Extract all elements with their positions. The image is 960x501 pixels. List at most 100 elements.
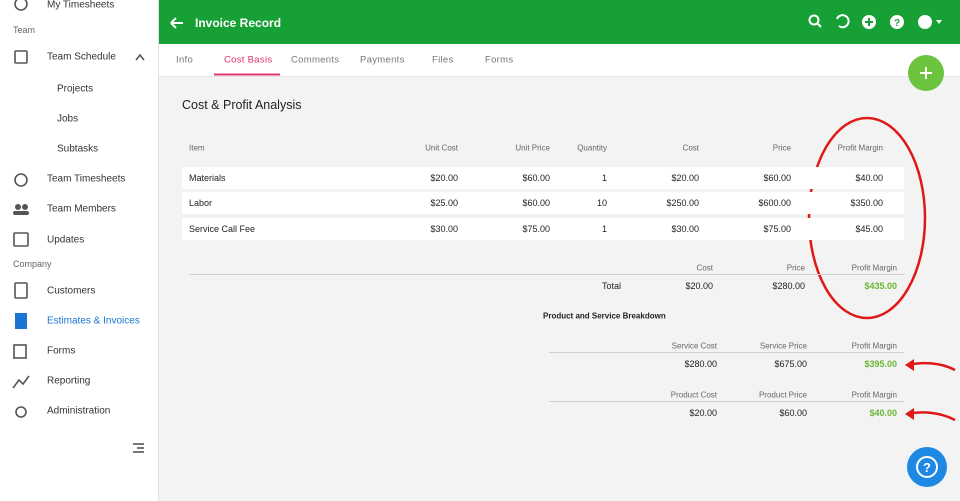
help-fab-ring (916, 456, 938, 478)
column-header: Profit Margin (837, 143, 883, 153)
total-value: $20.00 (685, 281, 713, 291)
reporting-icon (12, 375, 30, 389)
table-cell: $30.00 (671, 224, 699, 234)
total-header: Price (786, 263, 805, 273)
table-cell: $60.00 (522, 198, 550, 208)
annotation-arrow (906, 411, 956, 422)
table-cell: $75.00 (522, 224, 550, 234)
nav-item[interactable]: Team Schedule (47, 51, 116, 63)
nav-item[interactable]: Forms (47, 345, 76, 357)
updates-icon (13, 232, 29, 247)
table-cell: $350.00 (850, 198, 883, 208)
nav-item[interactable]: Customers (47, 285, 96, 297)
account-caret (936, 20, 942, 24)
nav-item[interactable]: Reporting (47, 375, 91, 387)
tab[interactable]: Info (176, 54, 194, 66)
table-cell: Labor (189, 198, 213, 208)
add-icon (865, 18, 873, 26)
settings-icon (15, 406, 27, 418)
header-icons: ? (170, 14, 942, 29)
annotation-arrowhead (905, 408, 914, 420)
breakdown-header: Profit Margin (851, 341, 897, 351)
tab[interactable]: Cost Basis (224, 54, 273, 66)
breakdown-value: $40.00 (869, 408, 897, 418)
divider (549, 401, 904, 402)
sidebar: My Timesheets Team Team Schedule Projects Jo… (0, 0, 159, 501)
nav-subitem[interactable]: Subtasks (57, 143, 99, 155)
breakdown-title: Product and Service Breakdown (543, 311, 666, 321)
divider (549, 352, 904, 353)
help-button[interactable] (890, 15, 904, 29)
table-cell: $600.00 (758, 198, 791, 208)
nav-item[interactable]: Updates (47, 234, 85, 246)
nav-subitem[interactable]: Projects (57, 83, 94, 95)
estimates-icon (15, 313, 27, 329)
search-button[interactable] (816, 22, 822, 28)
table-cell: 1 (601, 224, 607, 234)
tab[interactable]: Payments (360, 54, 405, 66)
nav-item[interactable]: My Timesheets (47, 0, 115, 11)
annotation-arrow (906, 361, 956, 372)
timer-icon (14, 0, 28, 11)
divider (189, 274, 904, 275)
column-header: Quantity (577, 143, 607, 153)
total-header: Cost (696, 263, 713, 273)
account-button[interactable] (918, 15, 932, 29)
tab[interactable]: Files (432, 54, 454, 66)
nav-item[interactable]: Team Timesheets (47, 173, 126, 185)
breakdown-value: $280.00 (684, 359, 717, 369)
members-icon (13, 211, 29, 215)
total-header: Profit Margin (851, 263, 897, 273)
breakdown-value: $395.00 (864, 359, 897, 369)
table-cell: $30.00 (430, 224, 458, 234)
section-title: Cost & Profit Analysis (182, 98, 302, 112)
table-cell: $20.00 (430, 173, 458, 183)
breakdown-header: Profit Margin (851, 390, 897, 400)
page-title: Invoice Record (195, 16, 282, 30)
total-label: Total (601, 281, 621, 291)
breakdown-value: $60.00 (779, 408, 807, 418)
members-icon (22, 204, 28, 210)
total-value: $435.00 (864, 281, 897, 291)
tab[interactable]: Forms (485, 54, 514, 66)
tab-bar: Info Cost Basis Comments Payments Files Forms (159, 44, 960, 77)
top-bar: ? Invoice Record (159, 0, 960, 44)
nav-item[interactable]: Administration (47, 405, 111, 417)
table-cell: $60.00 (763, 173, 791, 183)
help-fab[interactable] (907, 447, 947, 487)
table-cell: $60.00 (522, 173, 550, 183)
tab[interactable]: Comments (291, 54, 340, 66)
nav-section-label: Team (13, 25, 36, 35)
table-cell: $250.00 (666, 198, 699, 208)
column-header: Item (189, 143, 205, 153)
refresh-button[interactable] (836, 14, 850, 29)
table-cell: $45.00 (855, 224, 883, 234)
timer-icon (14, 173, 28, 187)
table-cell: $40.00 (855, 173, 883, 183)
table-row (182, 192, 904, 214)
breakdown-value: $675.00 (774, 359, 807, 369)
forms-icon (13, 344, 27, 359)
calendar-icon (14, 50, 28, 64)
annotation-arrowhead (905, 359, 914, 371)
help-fab-glyph: ? (923, 460, 931, 475)
column-header: Unit Cost (425, 143, 458, 153)
nav-subitem[interactable]: Jobs (57, 113, 79, 125)
table-cell: $25.00 (430, 198, 458, 208)
search-button[interactable] (808, 14, 820, 26)
breakdown-value: $20.00 (689, 408, 717, 418)
nav-item[interactable]: Estimates & Invoices (47, 315, 140, 327)
column-header: Cost (682, 143, 699, 153)
breakdown-header: Product Cost (670, 390, 717, 400)
breakdown-header: Service Cost (671, 341, 717, 351)
sidebar-icons (12, 0, 145, 453)
table-cell: 1 (601, 173, 607, 183)
nav-item[interactable]: Team Members (47, 203, 116, 215)
table-row (182, 167, 904, 189)
breakdown-header: Product Price (758, 390, 807, 400)
table-cell: Materials (189, 173, 226, 183)
table-cell: $20.00 (671, 173, 699, 183)
table-cell: 10 (596, 198, 607, 208)
back-button[interactable] (170, 17, 183, 29)
members-icon (15, 204, 21, 210)
